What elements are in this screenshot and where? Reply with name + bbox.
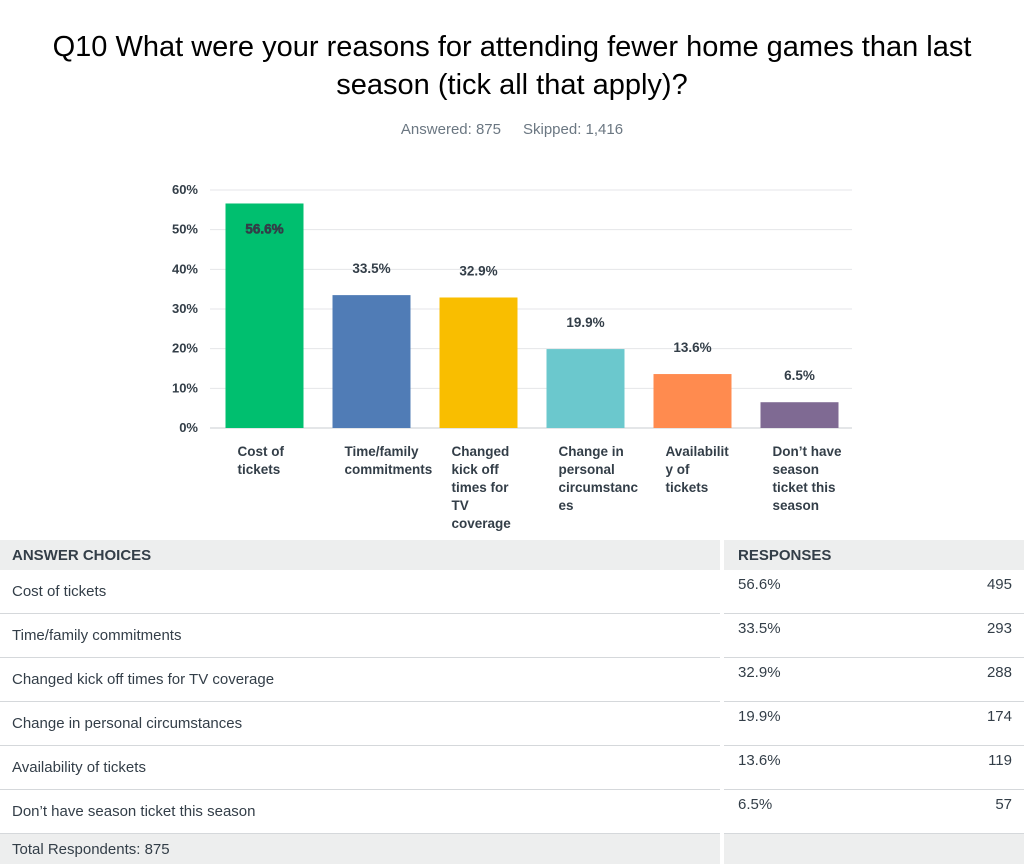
bar — [654, 374, 732, 428]
row-label: Changed kick off times for TV coverage — [0, 658, 720, 702]
answer-choices-header: ANSWER CHOICES — [0, 540, 720, 570]
data-label: 19.9% — [566, 315, 604, 330]
total-respondents: Total Respondents: 875 — [0, 834, 720, 864]
bar-chart: 0% 10% 20% 30% 40% 50% 60% 56.6% 33.5% 32.9% 19.9… — [0, 0, 1024, 540]
bar — [547, 349, 625, 428]
table-row: Cost of tickets 56.6% 495 — [0, 570, 1024, 614]
gridlines — [210, 190, 852, 428]
table-header-row: ANSWER CHOICES RESPONSES — [0, 540, 1024, 570]
row-count: 288 — [854, 658, 1024, 702]
row-label: Time/family commitments — [0, 614, 720, 658]
responses-table: ANSWER CHOICES RESPONSES Cost of tickets… — [0, 540, 1024, 864]
bars — [226, 203, 839, 428]
row-count: 119 — [854, 746, 1024, 790]
y-tick-label: 0% — [179, 420, 198, 435]
data-label: 56.6% — [245, 221, 283, 236]
row-label: Cost of tickets — [0, 570, 720, 614]
bar — [333, 295, 411, 428]
data-label: 6.5% — [784, 368, 815, 383]
bar — [226, 203, 304, 428]
row-percent: 13.6% — [724, 746, 854, 790]
y-tick-label: 60% — [172, 182, 198, 197]
y-tick-label: 30% — [172, 301, 198, 316]
table-row: Availability of tickets 13.6% 119 — [0, 746, 1024, 790]
row-label: Availability of tickets — [0, 746, 720, 790]
row-percent: 32.9% — [724, 658, 854, 702]
table-row: Changed kick off times for TV coverage 3… — [0, 658, 1024, 702]
data-label: 32.9% — [459, 263, 497, 278]
row-label: Change in personal circumstances — [0, 702, 720, 746]
bar — [440, 297, 518, 428]
y-tick-label: 10% — [172, 380, 198, 395]
row-count: 293 — [854, 614, 1024, 658]
table-row: Time/family commitments 33.5% 293 — [0, 614, 1024, 658]
row-percent: 56.6% — [724, 570, 854, 614]
y-axis-tick-labels: 0% 10% 20% 30% 40% 50% 60% — [172, 182, 198, 435]
row-count: 174 — [854, 702, 1024, 746]
data-label: 13.6% — [673, 340, 711, 355]
row-percent: 33.5% — [724, 614, 854, 658]
y-tick-label: 20% — [172, 341, 198, 356]
total-row: Total Respondents: 875 — [0, 834, 1024, 864]
bar — [761, 402, 839, 428]
data-labels: 56.6% 33.5% 32.9% 19.9% 13.6% 6.5% — [245, 221, 815, 383]
y-tick-label: 50% — [172, 222, 198, 237]
data-label: 33.5% — [352, 261, 390, 276]
responses-header: RESPONSES — [724, 540, 1024, 570]
table-row: Change in personal circumstances 19.9% 1… — [0, 702, 1024, 746]
row-percent: 19.9% — [724, 702, 854, 746]
y-tick-label: 40% — [172, 261, 198, 276]
row-count: 495 — [854, 570, 1024, 614]
